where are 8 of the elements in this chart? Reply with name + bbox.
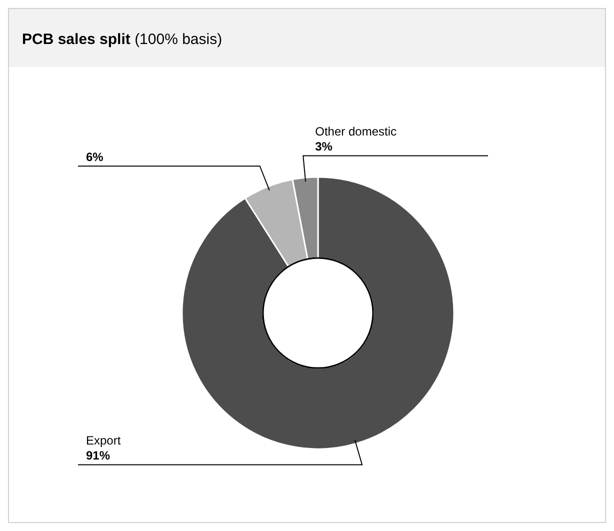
slice-label: Export: [86, 434, 122, 448]
data-label: 3%: [315, 140, 333, 154]
donut-slice: [181, 176, 455, 450]
data-label: 91%: [86, 448, 110, 463]
slice-label: Other domestic: [315, 124, 397, 139]
chart-subtitle: (100% basis): [130, 31, 222, 48]
chart-title: PCB sales split: [22, 31, 130, 48]
data-label: 6%: [86, 150, 104, 164]
